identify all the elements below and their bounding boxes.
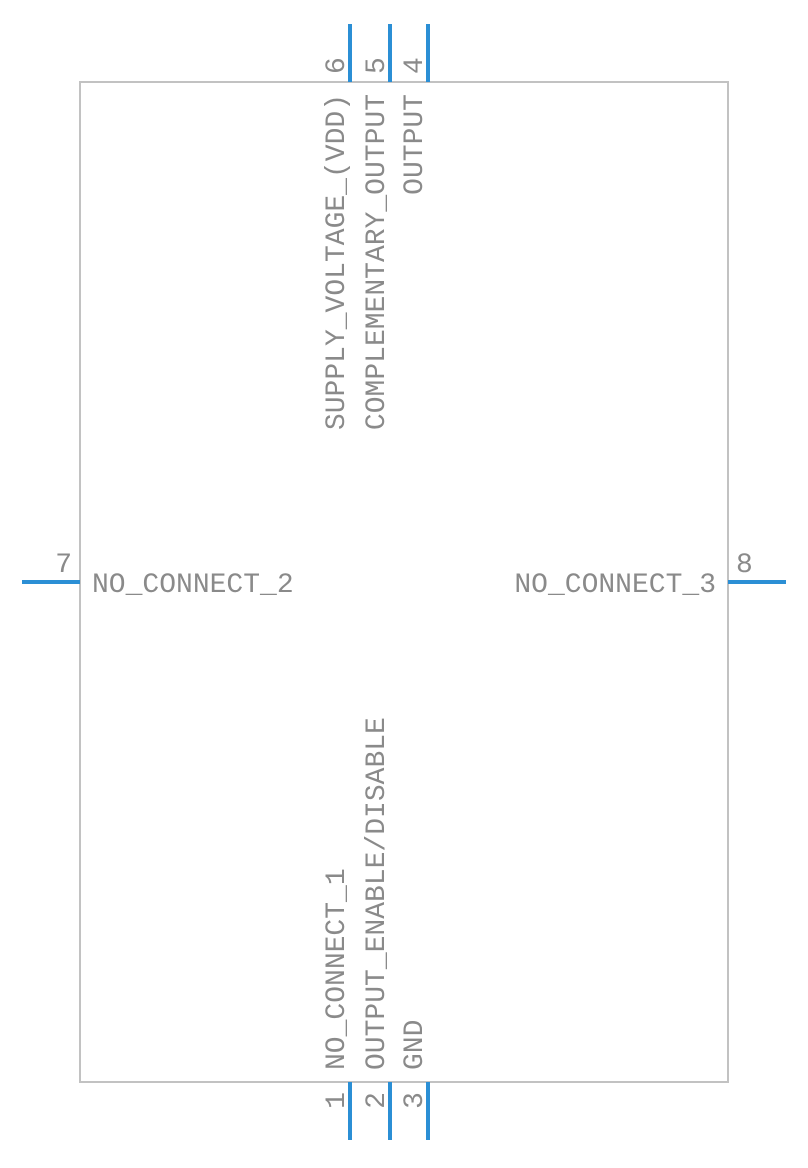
pin-label-1: NO_CONNECT_1	[322, 868, 353, 1070]
pin-number-3: 3	[400, 1092, 431, 1109]
pin-number-5: 5	[362, 57, 393, 74]
pin-label-2: OUTPUT_ENABLE/DISABLE	[362, 717, 393, 1070]
pin-number-4: 4	[400, 57, 431, 74]
pin-label-8: NO_CONNECT_3	[514, 570, 716, 601]
pin-label-4: OUTPUT	[400, 94, 431, 195]
pin-number-7: 7	[55, 550, 72, 581]
pin-number-2: 2	[362, 1092, 393, 1109]
pin-label-7: NO_CONNECT_2	[92, 570, 294, 601]
pin-label-6: SUPPLY_VOLTAGE_(VDD)	[322, 94, 353, 430]
pin-number-1: 1	[322, 1092, 353, 1109]
pin-number-6: 6	[322, 57, 353, 74]
pin-label-5: COMPLEMENTARY_OUTPUT	[362, 94, 393, 430]
pin-number-8: 8	[736, 550, 753, 581]
pin-label-3: GND	[400, 1020, 431, 1070]
